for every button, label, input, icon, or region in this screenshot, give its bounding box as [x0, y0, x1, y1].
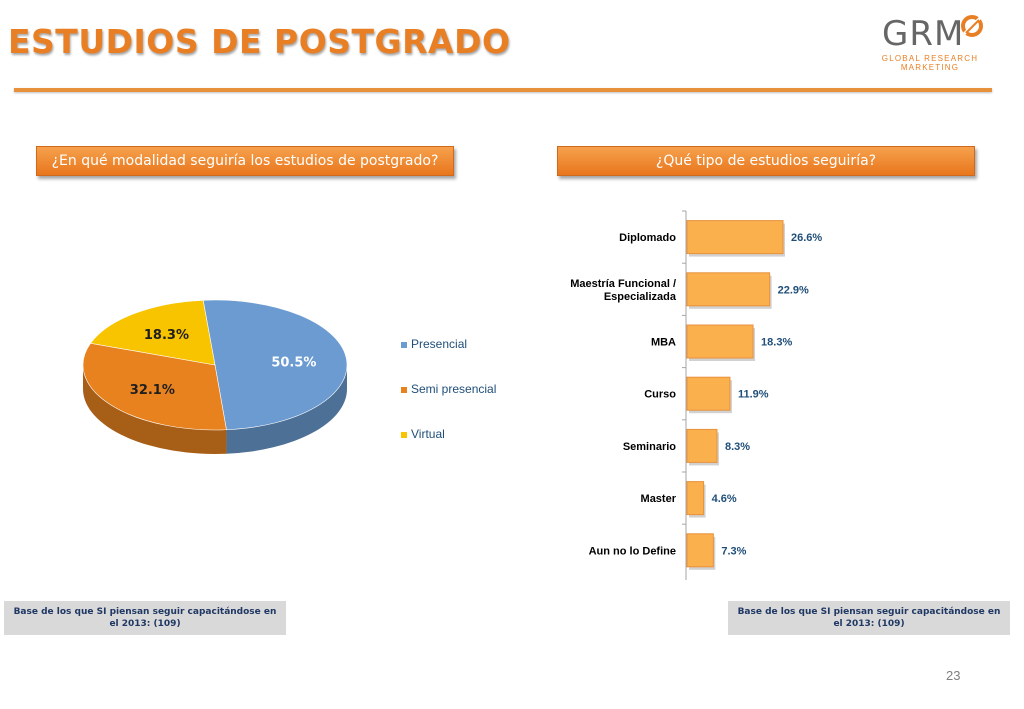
page-number: 23 [946, 668, 961, 683]
bar-value-1: 22.9% [778, 284, 809, 296]
bar-category-3: Curso [644, 389, 676, 401]
bar-value-5: 4.6% [712, 493, 737, 505]
bar-category-5: Master [641, 493, 677, 505]
bar-3 [686, 376, 731, 411]
left-footnote: Base de los que SI piensan seguir capaci… [4, 601, 286, 635]
pie-slice-0 [202, 299, 348, 431]
bar-4 [686, 428, 718, 463]
bar-value-4: 8.3% [725, 441, 750, 453]
study-type-bar-chart: Diplomado 26.6% Maestría Funcional / Especi… [570, 210, 822, 580]
pie-label-1: 32.1% [130, 383, 175, 398]
logo-swirl-icon [961, 15, 983, 37]
grm-logo: GRM GLOBAL RESEARCH MARKETING [872, 12, 992, 74]
pie-side-0 [226, 365, 347, 454]
bar-value-0: 26.6% [791, 232, 822, 244]
legend-label-1: Semi presencial [411, 382, 496, 396]
bar-6 [686, 533, 714, 568]
legend-swatch-2 [401, 432, 407, 438]
bar-category-2: MBA [651, 337, 676, 349]
modality-pie-chart: 50.5% 32.1% 18.3% Presencial Semi presencial… [82, 299, 496, 454]
bar-category-6: Aun no lo Define [589, 545, 676, 557]
bar-0 [686, 220, 784, 255]
study-type-question: ¿Qué tipo de estudios seguiría? [557, 146, 975, 176]
title-divider [14, 88, 992, 92]
bar-value-6: 7.3% [721, 545, 746, 557]
legend-label-2: Virtual [411, 427, 445, 441]
bar-category-4: Seminario [623, 441, 676, 453]
bar-2 [686, 324, 754, 359]
modality-question: ¿En qué modalidad seguiría los estudios … [36, 146, 454, 176]
logo-subtitle-line-2: MARKETING [900, 63, 960, 72]
pie-slice-2 [90, 299, 216, 366]
pie-slice-1 [82, 342, 227, 431]
pie-side-1 [83, 365, 227, 454]
bar-value-3: 11.9% [738, 389, 769, 401]
legend-label-0: Presencial [411, 337, 467, 351]
logo-letters: GRM [882, 14, 965, 54]
bar-5 [686, 481, 705, 516]
bar-1 [686, 272, 771, 307]
legend-swatch-0 [401, 342, 407, 348]
pie-label-2: 18.3% [144, 328, 189, 343]
pie-label-0: 50.5% [271, 356, 316, 371]
page-title: ESTUDIOS DE POSTGRADO [8, 22, 511, 61]
right-footnote: Base de los que SI piensan seguir capaci… [728, 601, 1010, 635]
bar-value-2: 18.3% [761, 337, 792, 349]
logo-subtitle-line-1: GLOBAL RESEARCH [881, 54, 979, 63]
legend-swatch-1 [401, 387, 407, 393]
logo-subtitle: GLOBAL RESEARCH MARKETING [878, 54, 982, 72]
bar-category-1: Maestría Funcional / Especializada [570, 278, 677, 303]
bar-category-0: Diplomado [619, 232, 676, 244]
